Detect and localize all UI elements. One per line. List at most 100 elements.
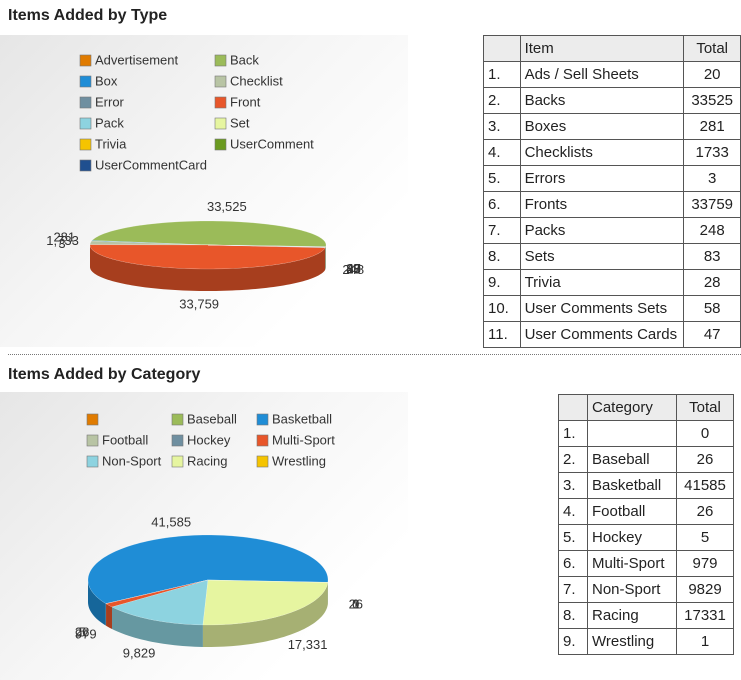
legend-swatch [86, 434, 99, 447]
value-label: 9,829 [123, 646, 156, 661]
table-cell: Hockey [587, 524, 677, 551]
table-row: 9. Trivia 28 [483, 269, 741, 296]
legend-swatch [256, 434, 269, 447]
chart-background [0, 35, 408, 347]
pie-slice [89, 244, 326, 270]
value-label: 41,585 [151, 514, 191, 529]
value-label: 28 [346, 261, 360, 276]
table-cell: Wrestling [587, 628, 677, 655]
table-row: 1. Ads / Sell Sheets 20 [483, 61, 741, 88]
pie-side [106, 603, 113, 630]
table-cell: User Comments Cards [519, 321, 685, 348]
header-cell: Category [587, 394, 677, 421]
table-row: 6. Fronts 33759 [483, 191, 741, 218]
table-cell: 10. [483, 295, 521, 322]
legend-swatch [79, 138, 92, 151]
table-cell: 26 [676, 498, 734, 525]
legend-label: Hockey [187, 432, 231, 447]
table-cell: Packs [519, 217, 685, 244]
table-cell: 58 [683, 295, 741, 322]
header-cell: Total [683, 35, 741, 62]
data-table: Category Total 1. 0 2. Baseball 26 3. Basketball… [558, 394, 734, 655]
legend-swatch [256, 455, 269, 468]
legend-swatch [79, 54, 92, 67]
table-cell: 248 [683, 217, 741, 244]
legend-swatch [79, 75, 92, 88]
table-cell: 6. [558, 550, 588, 577]
legend-label: Pack [95, 115, 124, 130]
pie-slice [89, 240, 209, 246]
table-cell: 5 [676, 524, 734, 551]
value-label: 83 [346, 262, 360, 277]
legend-label: Set [230, 115, 250, 130]
legend-label: Error [95, 94, 125, 109]
pie-side [88, 580, 106, 626]
table-cell: Multi-Sport [587, 550, 677, 577]
header-cell [558, 394, 588, 421]
value-label: 17,331 [288, 637, 328, 652]
table-cell: 1733 [683, 139, 741, 166]
table-row: 7. Packs 248 [483, 217, 741, 244]
legend-label: Baseball [187, 411, 237, 426]
table-cell: User Comments Sets [519, 295, 685, 322]
table-cell: Non-Sport [587, 576, 677, 603]
value-label: 1,733 [46, 233, 79, 248]
table-cell: Fronts [519, 191, 685, 218]
table-cell: 5. [558, 524, 588, 551]
table-cell: Trivia [519, 269, 685, 296]
section-title: Items Added by Type [8, 7, 168, 24]
legend-swatch [214, 75, 227, 88]
legend-swatch [214, 117, 227, 130]
table-cell: 47 [683, 321, 741, 348]
table-cell [587, 420, 677, 447]
table-cell: 9. [483, 269, 521, 296]
header-cell: Item [519, 35, 685, 62]
legend-label: UserCommentCard [95, 157, 207, 172]
table-cell: 9829 [676, 576, 734, 603]
table-cell: Ads / Sell Sheets [519, 61, 685, 88]
header-cell: Total [676, 394, 734, 421]
pie-slice [105, 579, 209, 604]
value-label: 47 [346, 261, 360, 276]
table-cell: Basketball [587, 472, 677, 499]
pie-slice [87, 534, 329, 604]
legend-swatch [214, 54, 227, 67]
legend-label: Front [230, 94, 261, 109]
table-cell: 41585 [676, 472, 734, 499]
table-row: 2. Baseball 26 [558, 446, 734, 473]
table-cell: 26 [676, 446, 734, 473]
pie-side [90, 245, 326, 291]
table-cell: 9. [558, 628, 588, 655]
table-cell: 8. [483, 243, 521, 270]
pie-slice [207, 579, 328, 583]
table-cell: Checklists [519, 139, 685, 166]
legend-swatch [171, 434, 184, 447]
legend-label: Multi-Sport [272, 432, 335, 447]
pie-slice [202, 579, 329, 626]
table-cell: 1. [558, 420, 588, 447]
table-cell: 979 [676, 550, 734, 577]
legend-label: Box [95, 73, 118, 88]
header-row: Category Total [558, 394, 734, 421]
table-cell: Racing [587, 602, 677, 629]
table-row: 9. Wrestling 1 [558, 628, 734, 655]
table-cell: 33759 [683, 191, 741, 218]
section-title: Items Added by Category [8, 366, 201, 383]
legend-label: Trivia [95, 136, 127, 151]
table-cell: 7. [558, 576, 588, 603]
table-cell: 281 [683, 113, 741, 140]
legend-label: Non-Sport [102, 453, 162, 468]
table-cell: 83 [683, 243, 741, 270]
table-row: 3. Boxes 281 [483, 113, 741, 140]
legend-swatch [86, 413, 99, 426]
value-label: 33,759 [179, 296, 219, 311]
table-cell: 2. [483, 87, 521, 114]
table-row: 8. Sets 83 [483, 243, 741, 270]
header-row: Item Total [483, 35, 741, 62]
table-row: 2. Backs 33525 [483, 87, 741, 114]
pie-slice [207, 579, 329, 583]
value-label: 26 [349, 596, 363, 611]
table-cell: 6. [483, 191, 521, 218]
legend-swatch [86, 455, 99, 468]
table-cell: 3 [683, 165, 741, 192]
